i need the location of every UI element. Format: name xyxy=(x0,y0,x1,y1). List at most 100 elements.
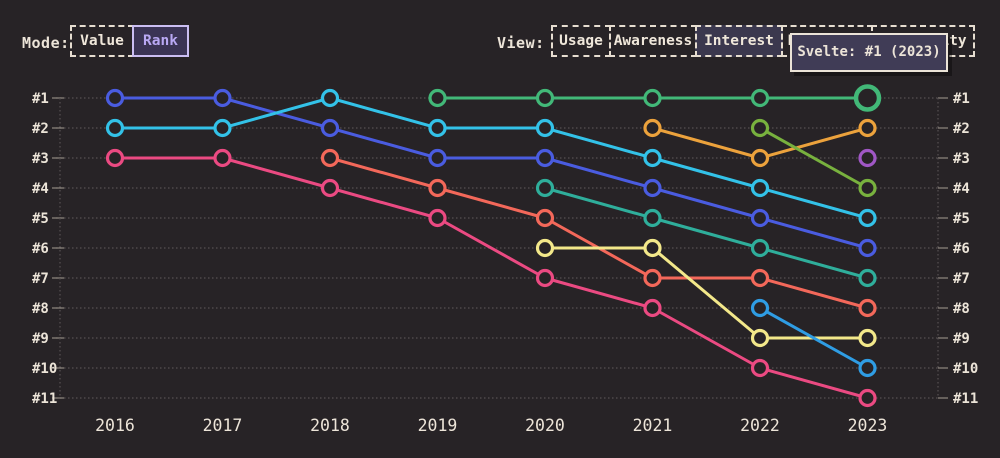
tooltip: Svelte: #1 (2023) xyxy=(790,33,948,72)
marker-pink-2021[interactable] xyxy=(643,298,662,318)
rank-label-right: #5 xyxy=(953,211,970,227)
rank-label-left: #3 xyxy=(32,151,49,167)
marker-green-2023[interactable] xyxy=(853,84,882,112)
marker-cyan-2022[interactable] xyxy=(750,178,770,198)
view-option-awareness[interactable]: Awareness xyxy=(609,25,697,57)
year-label: 2019 xyxy=(418,416,458,435)
year-label: 2016 xyxy=(95,416,135,435)
view-option-interest[interactable]: Interest xyxy=(695,25,783,57)
mode-option-value[interactable]: Value xyxy=(70,25,134,57)
marker-amber-2022[interactable] xyxy=(750,148,770,168)
series-line-pink xyxy=(113,156,869,400)
rank-label-left: #11 xyxy=(32,391,57,407)
marker-lightblue-2022[interactable] xyxy=(750,298,770,318)
rank-label-left: #6 xyxy=(32,241,49,257)
marker-blue-2022[interactable] xyxy=(750,208,770,228)
marker-teal-2022[interactable] xyxy=(750,238,770,258)
marker-blue-2023[interactable] xyxy=(858,238,877,258)
marker-green-2020[interactable] xyxy=(535,88,555,108)
view-option-usage[interactable]: Usage xyxy=(551,25,611,57)
marker-blue-2020[interactable] xyxy=(535,148,555,168)
marker-lightblue-2023[interactable] xyxy=(858,358,877,378)
rank-label-right: #9 xyxy=(953,331,970,347)
x-axis-labels: 2016 2017 2018 2019 2020 2021 2022 2023 xyxy=(95,416,887,435)
marker-cyan-2018[interactable] xyxy=(320,88,340,108)
marker-pink-2017[interactable] xyxy=(213,148,232,168)
marker-cyan-2023[interactable] xyxy=(858,208,877,228)
marker-yellow-2022[interactable] xyxy=(750,328,770,348)
series-markers xyxy=(105,84,882,408)
year-label: 2022 xyxy=(740,416,780,435)
marker-amber-2021[interactable] xyxy=(643,118,662,138)
marker-blue-2018[interactable] xyxy=(320,118,340,138)
marker-salmon-2022[interactable] xyxy=(750,268,770,288)
rank-label-left: #7 xyxy=(32,271,49,287)
rank-label-right: #1 xyxy=(953,91,970,107)
marker-amber-2023[interactable] xyxy=(858,118,877,138)
series-line-lightblue xyxy=(758,306,869,370)
marker-pink-2018[interactable] xyxy=(320,178,340,198)
series-line-blue xyxy=(113,96,869,250)
series-lines xyxy=(113,96,869,400)
marker-blue-2016[interactable] xyxy=(105,88,125,108)
marker-green-2021[interactable] xyxy=(643,88,662,108)
year-label: 2023 xyxy=(848,416,888,435)
marker-pink-2023[interactable] xyxy=(858,388,877,408)
rank-label-right: #8 xyxy=(953,301,970,317)
year-label: 2020 xyxy=(525,416,565,435)
series-line-salmon xyxy=(328,156,869,310)
rank-label-right: #2 xyxy=(953,121,970,137)
rank-label-left: #1 xyxy=(32,91,49,107)
marker-pink-2019[interactable] xyxy=(428,208,447,228)
marker-blue-2019[interactable] xyxy=(428,148,447,168)
series-line-teal xyxy=(543,186,869,280)
marker-green-2019[interactable] xyxy=(428,88,447,108)
marker-teal-2021[interactable] xyxy=(643,208,662,228)
rank-label-left: #9 xyxy=(32,331,49,347)
rank-label-left: #5 xyxy=(32,211,49,227)
marker-salmon-2018[interactable] xyxy=(320,148,340,168)
marker-cyan-2021[interactable] xyxy=(643,148,662,168)
marker-teal-2020[interactable] xyxy=(535,178,555,198)
marker-olive-2023[interactable] xyxy=(858,178,877,198)
rank-label-right: #11 xyxy=(953,391,978,407)
mode-label: Mode: xyxy=(22,34,70,52)
rank-axis-labels: #1 #1 #2 #2 #3 #3 #4 #4 #5 #5 #6 #6 #7 #7 #8 #8 #9 #9 #10 #… xyxy=(32,91,978,407)
rank-label-left: #2 xyxy=(32,121,49,137)
rank-label-left: #10 xyxy=(32,361,57,377)
mode-option-rank[interactable]: Rank xyxy=(132,25,189,57)
marker-salmon-2023[interactable] xyxy=(858,298,877,318)
marker-pink-2022[interactable] xyxy=(750,358,770,378)
marker-pink-2016[interactable] xyxy=(105,148,125,168)
rank-label-right: #7 xyxy=(953,271,970,287)
rank-label-left: #8 xyxy=(32,301,49,317)
marker-salmon-2021[interactable] xyxy=(643,268,662,288)
marker-blue-2017[interactable] xyxy=(213,88,232,108)
view-label: View: xyxy=(497,34,545,52)
year-label: 2017 xyxy=(203,416,243,435)
marker-blue-2021[interactable] xyxy=(643,178,662,198)
marker-cyan-2019[interactable] xyxy=(428,118,447,138)
marker-teal-2023[interactable] xyxy=(858,268,877,288)
series-line-olive xyxy=(758,126,869,190)
rank-label-left: #4 xyxy=(32,181,49,197)
marker-yellow-2023[interactable] xyxy=(858,328,877,348)
marker-cyan-2017[interactable] xyxy=(213,118,232,138)
marker-salmon-2019[interactable] xyxy=(428,178,447,198)
series-line-cyan xyxy=(113,96,869,220)
marker-green-2022[interactable] xyxy=(750,88,770,108)
rank-label-right: #4 xyxy=(953,181,970,197)
marker-salmon-2020[interactable] xyxy=(535,208,555,228)
marker-olive-2022[interactable] xyxy=(750,118,770,138)
year-label: 2021 xyxy=(633,416,673,435)
rank-label-right: #6 xyxy=(953,241,970,257)
rank-label-right: #3 xyxy=(953,151,970,167)
marker-purple-2023[interactable] xyxy=(858,148,877,168)
marker-cyan-2020[interactable] xyxy=(535,118,555,138)
marker-yellow-2021[interactable] xyxy=(643,238,662,258)
marker-cyan-2016[interactable] xyxy=(105,118,125,138)
marker-pink-2020[interactable] xyxy=(535,268,555,288)
marker-yellow-2020[interactable] xyxy=(535,238,555,258)
